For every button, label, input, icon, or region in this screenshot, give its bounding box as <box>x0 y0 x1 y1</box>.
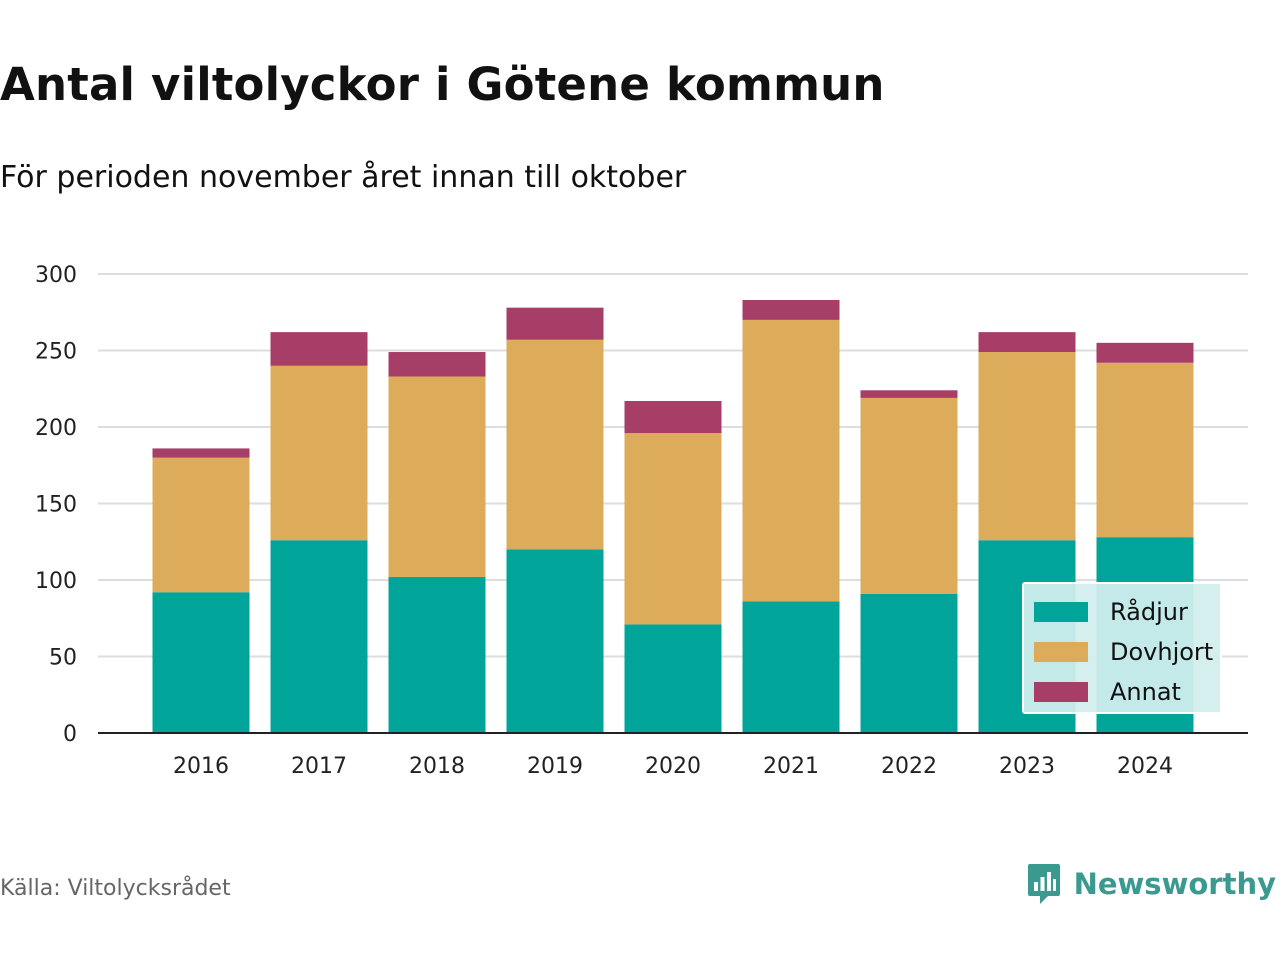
bar-radjur-2018 <box>388 576 486 733</box>
bar-annat-2016 <box>152 448 250 458</box>
y-tick-label-50: 50 <box>49 646 77 671</box>
stacked-bar-chart: 0 50 100 150 200 250 300 2016 2017 2018 2019 2020 20… <box>35 263 1248 779</box>
bar-dovhjort-2018 <box>388 376 486 577</box>
bar-radjur-2019 <box>506 549 604 733</box>
chart-title: Antal viltolyckor i Götene kommun <box>0 58 885 111</box>
legend-label-dovhjort: Dovhjort <box>1110 638 1214 666</box>
bar-dovhjort-2024 <box>1096 362 1194 538</box>
bar-dovhjort-2019 <box>506 339 604 550</box>
bar-annat-2017 <box>270 332 368 366</box>
bar-dovhjort-2017 <box>270 365 368 541</box>
bar-dovhjort-2023 <box>978 352 1076 541</box>
y-tick-label-150: 150 <box>35 493 77 518</box>
x-tick-label-2019: 2019 <box>527 754 583 779</box>
y-tick-label-100: 100 <box>35 569 77 594</box>
bar-annat-2020 <box>624 400 722 434</box>
x-tick-label-2017: 2017 <box>291 754 347 779</box>
x-tick-label-2020: 2020 <box>645 754 701 779</box>
bar-radjur-2020 <box>624 624 722 733</box>
y-tick-label-0: 0 <box>63 722 77 747</box>
bar-dovhjort-2016 <box>152 457 250 593</box>
legend-item-annat: Annat <box>1034 678 1181 706</box>
bar-radjur-2022 <box>860 593 958 733</box>
bar-annat-2023 <box>978 332 1076 353</box>
brand-name: Newsworthy <box>1073 867 1276 901</box>
bar-annat-2021 <box>742 300 840 320</box>
chart-legend: Rådjur Dovhjort Annat <box>1022 582 1222 714</box>
legend-label-annat: Annat <box>1110 678 1181 706</box>
legend-label-radjur: Rådjur <box>1110 598 1188 626</box>
y-tick-label-250: 250 <box>35 340 77 365</box>
chart-subtitle: För perioden november året innan till ok… <box>0 160 687 195</box>
bar-dovhjort-2020 <box>624 433 722 625</box>
legend-item-radjur: Rådjur <box>1034 598 1188 626</box>
bar-annat-2018 <box>388 352 486 377</box>
bar-radjur-2017 <box>270 540 368 733</box>
x-tick-label-2016: 2016 <box>173 754 229 779</box>
x-tick-label-2018: 2018 <box>409 754 465 779</box>
legend-swatch-radjur <box>1034 602 1088 622</box>
bar-radjur-2021 <box>742 601 840 733</box>
legend-swatch-annat <box>1034 682 1088 702</box>
y-tick-label-300: 300 <box>35 263 77 288</box>
bar-chart-speech-bubble-icon <box>1027 864 1060 904</box>
x-tick-label-2022: 2022 <box>881 754 937 779</box>
bar-radjur-2016 <box>152 592 250 733</box>
legend-item-dovhjort: Dovhjort <box>1034 638 1213 666</box>
bar-annat-2019 <box>506 307 604 340</box>
y-tick-label-200: 200 <box>35 416 77 441</box>
x-tick-label-2023: 2023 <box>999 754 1055 779</box>
bar-dovhjort-2022 <box>860 397 958 594</box>
legend-swatch-dovhjort <box>1034 642 1088 662</box>
x-tick-label-2024: 2024 <box>1117 754 1173 779</box>
bar-annat-2022 <box>860 390 958 398</box>
brand-logo[interactable]: Newsworthy <box>1026 862 1276 906</box>
bar-dovhjort-2021 <box>742 319 840 602</box>
x-tick-label-2021: 2021 <box>763 754 819 779</box>
bar-annat-2024 <box>1096 342 1194 363</box>
source-note: Källa: Viltolycksrådet <box>0 876 231 901</box>
